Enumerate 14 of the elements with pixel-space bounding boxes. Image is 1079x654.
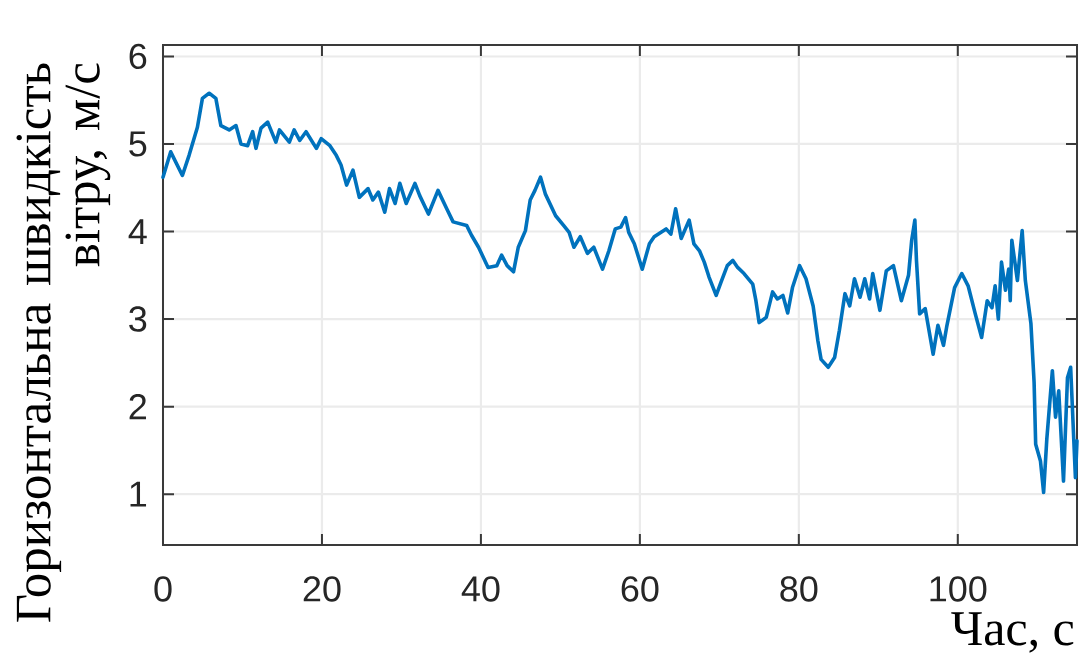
y-axis-title: Горизонтальна швидкість вітру, м/с bbox=[16, 63, 111, 622]
x-tick-label: 0 bbox=[154, 576, 172, 602]
y-tick-label: 1 bbox=[130, 481, 147, 507]
x-tick-label: 60 bbox=[621, 576, 659, 602]
x-tick-label: 100 bbox=[930, 576, 987, 602]
x-tick-label: 80 bbox=[780, 576, 818, 602]
x-tick-label: 20 bbox=[303, 576, 341, 602]
x-tick-label: 40 bbox=[461, 576, 500, 602]
y-tick-label: 6 bbox=[129, 43, 147, 70]
x-axis-title: Час, с bbox=[951, 612, 1074, 653]
y-tick-label: 5 bbox=[129, 131, 147, 157]
y-tick-label: 2 bbox=[129, 394, 146, 420]
y-tick-label: 4 bbox=[128, 219, 147, 244]
y-tick-label: 3 bbox=[129, 306, 147, 332]
